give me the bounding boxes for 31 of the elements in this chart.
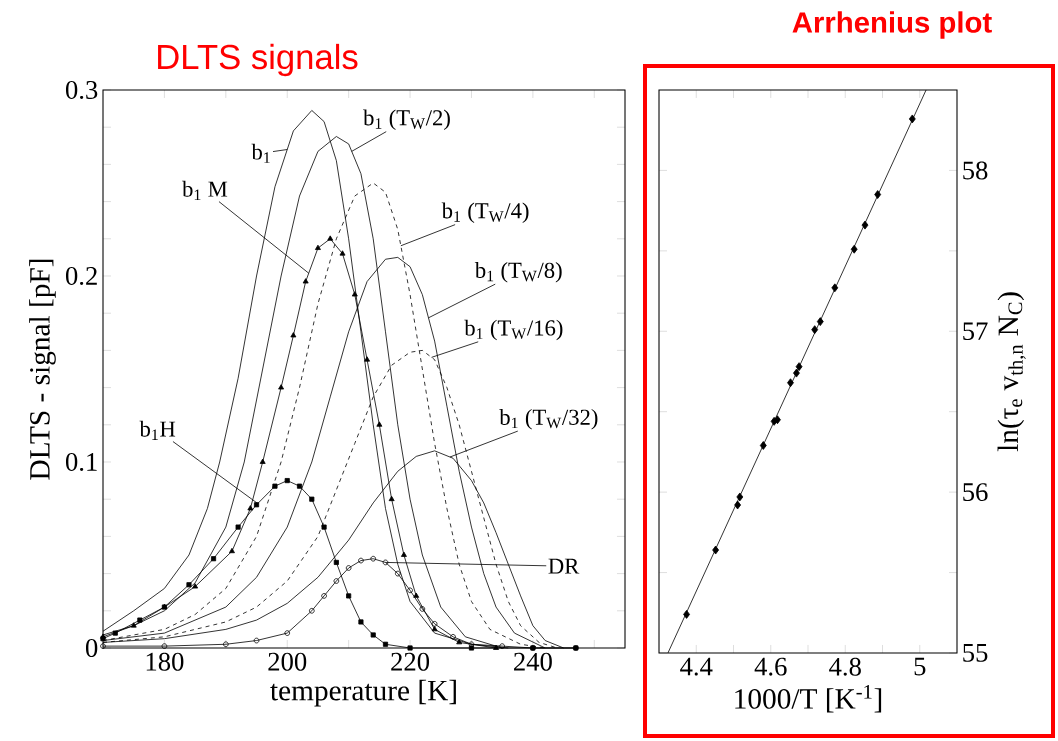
x-tick-label: 4.6 xyxy=(754,657,787,676)
x-tick-label: 4.4 xyxy=(680,657,713,676)
x-tick-label: 180 xyxy=(146,652,184,671)
x-axis-title: 1000/T [K$^{-1}$] xyxy=(735,684,882,713)
x-tick-label: 220 xyxy=(391,652,430,671)
text: b$_{1}$H xyxy=(139,420,176,440)
chart-title: Arrhenius plot xyxy=(792,11,992,39)
y-tick-label: 0.3 xyxy=(65,80,98,100)
y-tick-label: 0 xyxy=(85,638,98,657)
x-tick-label: 4.8 xyxy=(829,657,861,676)
y-tick-label: 58 xyxy=(963,161,988,180)
text: b$_{1}$ (T$_{W}$/8) xyxy=(474,261,562,283)
text: b$_{1}$ M xyxy=(182,180,228,201)
series-label: b$_{1}$ (T$_{W}$/16) xyxy=(464,319,563,341)
y-tick-label: 0.2 xyxy=(65,266,97,286)
x-axis-title: temperature [K] xyxy=(270,679,456,707)
y-tick-label: 55 xyxy=(963,644,988,662)
y-tick-label: 57 xyxy=(963,322,988,341)
text: DR xyxy=(548,558,580,574)
y-tick-label: 0.1 xyxy=(65,452,97,472)
series-label: b$_{1}$ (T$_{W}$/4) xyxy=(441,202,529,224)
series-label: b$_{1}$ (T$_{W}$/2) xyxy=(363,109,450,131)
y-axis-title: ln(τ$_{e}$ v$_{th,n}$ N$_{C}$) xyxy=(997,292,1026,452)
x-tick-label: 5 xyxy=(914,657,926,676)
legend-label: b$_{1}$ xyxy=(251,143,270,163)
chart-title: DLTS signals xyxy=(158,43,358,77)
y-tick-label: 56 xyxy=(963,483,988,502)
x-tick-label: 240 xyxy=(514,652,552,671)
y-axis-title: DLTS - signal [pF] xyxy=(29,259,56,480)
text: b$_{1}$ (T$_{W}$/32) xyxy=(499,408,598,430)
x-tick-label: 200 xyxy=(268,652,307,671)
